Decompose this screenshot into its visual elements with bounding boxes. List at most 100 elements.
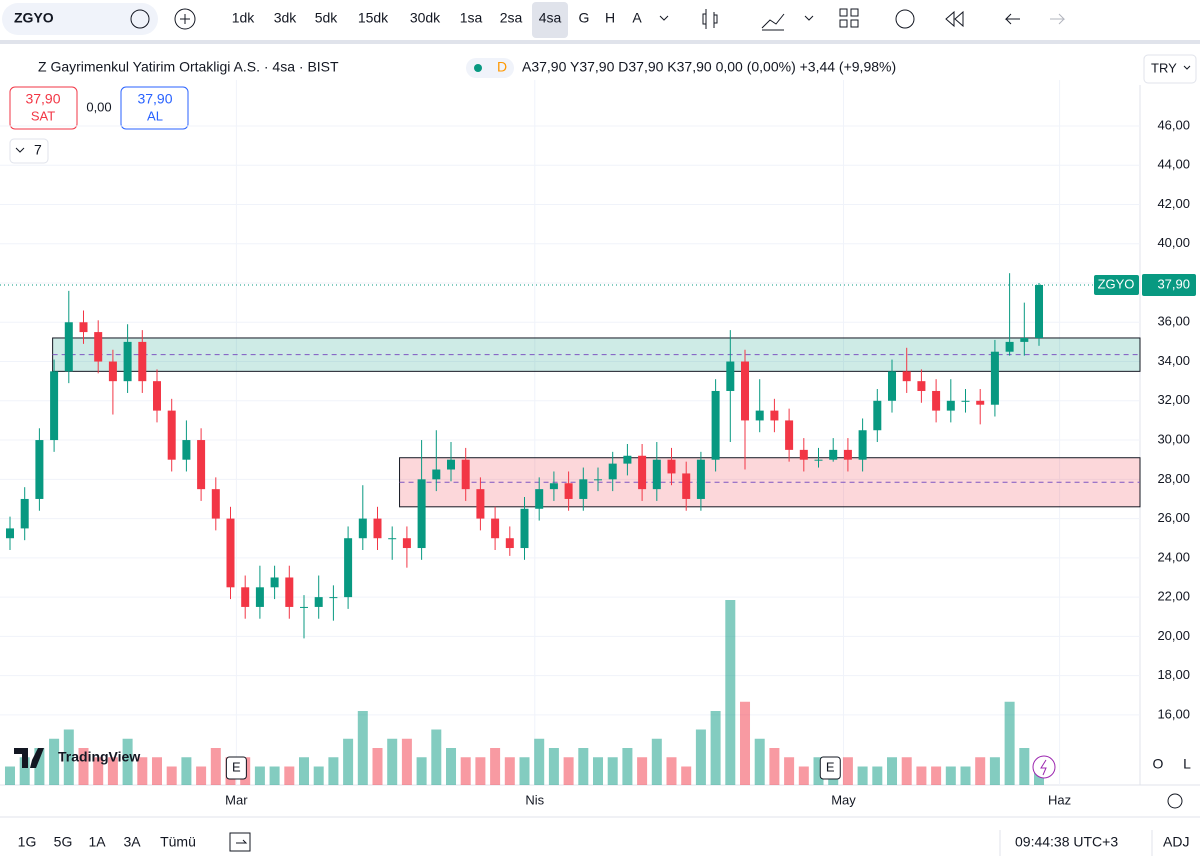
chevron[interactable] bbox=[804, 15, 814, 21]
event-label[interactable]: E bbox=[826, 759, 835, 774]
indicator-toggle[interactable] bbox=[9, 138, 49, 164]
candle-body bbox=[932, 390, 941, 411]
sell-button[interactable] bbox=[9, 86, 78, 130]
symbol[interactable]: ZGYO bbox=[14, 10, 54, 26]
status bbox=[466, 58, 514, 78]
interval[interactable]: 15dk bbox=[358, 10, 389, 26]
interval[interactable]: 30dk bbox=[410, 10, 441, 26]
event-label[interactable]: E bbox=[232, 759, 241, 774]
candle-body bbox=[505, 538, 514, 549]
buy-price[interactable]: 37,90 bbox=[137, 91, 172, 107]
buy-label[interactable]: AL bbox=[147, 108, 163, 123]
add-symbol[interactable] bbox=[174, 8, 196, 30]
range[interactable]: Tümü bbox=[160, 834, 196, 850]
candle-body bbox=[696, 459, 705, 499]
volume-bar bbox=[931, 766, 942, 785]
chevron[interactable] bbox=[659, 15, 669, 21]
volume-bar bbox=[578, 748, 589, 785]
toolbar bbox=[0, 0, 1200, 40]
icon[interactable] bbox=[130, 9, 150, 29]
volume-bar bbox=[637, 757, 648, 785]
candle-body bbox=[270, 577, 279, 588]
sell-price[interactable]: 37,90 bbox=[25, 91, 60, 107]
candle-body bbox=[682, 473, 691, 499]
range[interactable]: 1G bbox=[18, 834, 37, 850]
date-range[interactable] bbox=[229, 832, 251, 852]
event-marker[interactable] bbox=[225, 756, 247, 780]
interval[interactable]: A bbox=[632, 10, 642, 26]
candle-body bbox=[64, 322, 73, 372]
interval[interactable]: 1sa bbox=[460, 10, 483, 26]
interval[interactable]: 2sa bbox=[500, 10, 523, 26]
candle-body bbox=[211, 489, 220, 519]
sell-label[interactable]: SAT bbox=[31, 108, 55, 123]
currency-label[interactable]: TRY bbox=[1151, 60, 1177, 75]
volume-bar bbox=[813, 757, 824, 785]
candle-body bbox=[638, 455, 647, 490]
range[interactable]: 3A bbox=[123, 834, 141, 850]
volume-bar bbox=[93, 757, 104, 785]
layout bbox=[850, 8, 859, 17]
range[interactable]: 1A bbox=[88, 834, 106, 850]
side-l[interactable]: L bbox=[1183, 756, 1191, 772]
candle-body bbox=[946, 400, 955, 411]
range[interactable]: 5G bbox=[54, 834, 73, 850]
y-tick-label: 26,00 bbox=[1157, 510, 1190, 525]
volume-bar bbox=[916, 766, 927, 785]
candle-body bbox=[990, 351, 999, 405]
undo[interactable] bbox=[1004, 13, 1020, 25]
settings[interactable] bbox=[1167, 793, 1183, 809]
symbol-search[interactable] bbox=[2, 3, 158, 35]
candle-body bbox=[741, 361, 750, 421]
interval[interactable]: 3dk bbox=[274, 10, 298, 26]
interval[interactable]: 5dk bbox=[315, 10, 339, 26]
candle-body bbox=[579, 479, 588, 499]
currency[interactable] bbox=[1143, 54, 1197, 84]
indicators[interactable] bbox=[761, 13, 785, 31]
event-marker[interactable] bbox=[819, 756, 841, 780]
volume-bar bbox=[34, 748, 45, 785]
volume-bar bbox=[416, 757, 427, 785]
layout[interactable] bbox=[839, 8, 848, 17]
layout bbox=[839, 19, 848, 28]
volume-bar bbox=[681, 766, 692, 785]
chart-type[interactable] bbox=[702, 9, 718, 29]
volume-bar bbox=[284, 766, 295, 785]
interval[interactable]: H bbox=[605, 10, 615, 26]
candle-body bbox=[799, 449, 808, 460]
last-price-label: 37,90 bbox=[1157, 276, 1190, 291]
y-tick-label: 22,00 bbox=[1157, 589, 1190, 604]
volume-bar bbox=[504, 757, 515, 785]
candle-body bbox=[594, 479, 603, 481]
volume-bar bbox=[725, 600, 736, 785]
flash[interactable] bbox=[1032, 755, 1056, 779]
symbol-tag bbox=[1094, 274, 1139, 295]
interval[interactable]: 4sa bbox=[539, 10, 562, 26]
spread: 0,00 bbox=[86, 99, 111, 114]
redo[interactable] bbox=[1050, 13, 1066, 25]
logo bbox=[14, 748, 44, 768]
candle-body bbox=[843, 449, 852, 460]
adj[interactable]: ADJ bbox=[1163, 834, 1189, 850]
alert[interactable] bbox=[895, 9, 915, 29]
replay[interactable] bbox=[945, 10, 964, 28]
candle-body bbox=[182, 440, 191, 460]
volume-bar bbox=[210, 748, 221, 785]
buy-button[interactable] bbox=[120, 86, 189, 130]
side-o[interactable]: O bbox=[1153, 756, 1164, 772]
candle-body bbox=[785, 420, 794, 450]
interval[interactable]: 1dk bbox=[232, 10, 256, 26]
interval[interactable]: G bbox=[579, 10, 590, 26]
clock: 09:44:38 UTC+3 bbox=[1015, 834, 1118, 850]
volume-bar bbox=[313, 766, 324, 785]
candle-body bbox=[961, 400, 970, 402]
volume-bar bbox=[989, 757, 1000, 785]
indicator-count[interactable]: 7 bbox=[34, 142, 42, 158]
candle-body bbox=[549, 483, 558, 490]
candle-body bbox=[667, 459, 676, 474]
candle-body bbox=[20, 498, 29, 529]
candle-body bbox=[814, 459, 823, 461]
volume-bar bbox=[857, 766, 868, 785]
y-tick-label: 44,00 bbox=[1157, 157, 1190, 172]
y-tick-label: 20,00 bbox=[1157, 628, 1190, 643]
